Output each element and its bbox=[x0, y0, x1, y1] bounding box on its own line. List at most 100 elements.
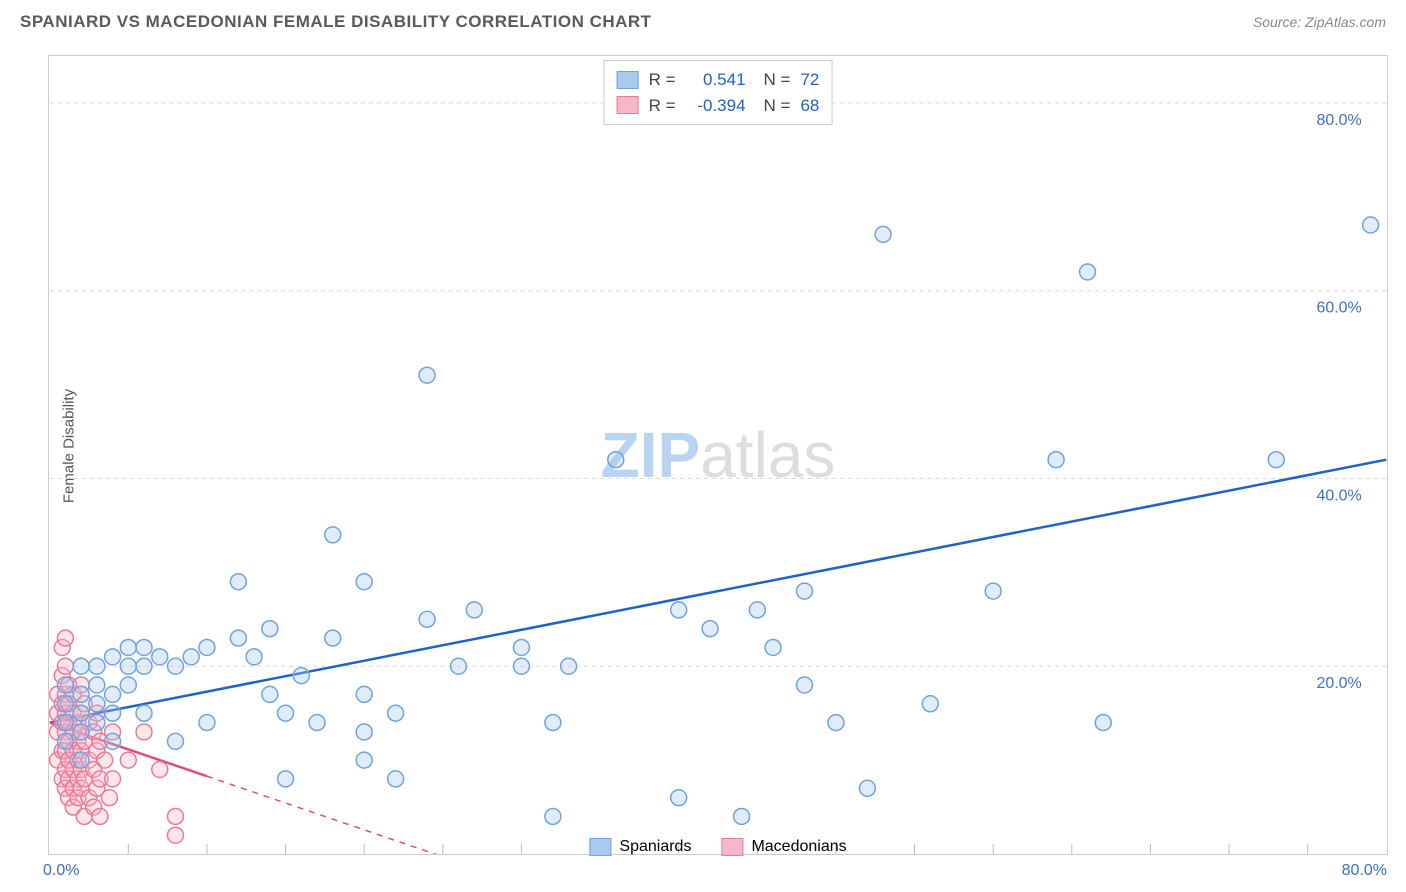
data-point bbox=[57, 696, 73, 712]
data-point bbox=[167, 658, 183, 674]
data-point bbox=[120, 658, 136, 674]
data-point bbox=[230, 630, 246, 646]
stats-row: R = -0.394 N = 68 bbox=[617, 93, 820, 119]
trend-line bbox=[50, 460, 1387, 723]
data-point bbox=[167, 808, 183, 824]
data-point bbox=[797, 677, 813, 693]
chart-header: SPANIARD VS MACEDONIAN FEMALE DISABILITY… bbox=[0, 0, 1406, 40]
data-point bbox=[1080, 264, 1096, 280]
data-point bbox=[89, 658, 105, 674]
data-point bbox=[199, 715, 215, 731]
data-point bbox=[57, 677, 73, 693]
legend-swatch bbox=[617, 71, 639, 89]
data-point bbox=[466, 602, 482, 618]
data-point bbox=[92, 808, 108, 824]
data-point bbox=[136, 639, 152, 655]
data-point bbox=[734, 808, 750, 824]
data-point bbox=[97, 752, 113, 768]
legend-swatch bbox=[721, 838, 743, 856]
data-point bbox=[278, 705, 294, 721]
r-value: -0.394 bbox=[686, 93, 746, 119]
x-min-label: 0.0% bbox=[43, 862, 79, 880]
r-label: R = bbox=[649, 67, 676, 93]
data-point bbox=[1048, 452, 1064, 468]
data-point bbox=[167, 827, 183, 843]
legend-label: Macedonians bbox=[751, 838, 846, 856]
data-point bbox=[89, 677, 105, 693]
data-point bbox=[356, 752, 372, 768]
data-point bbox=[451, 658, 467, 674]
data-point bbox=[388, 771, 404, 787]
n-value: 72 bbox=[800, 67, 819, 93]
data-point bbox=[105, 705, 121, 721]
data-point bbox=[73, 705, 89, 721]
y-tick-label: 80.0% bbox=[1316, 112, 1361, 129]
data-point bbox=[199, 639, 215, 655]
y-tick-label: 60.0% bbox=[1316, 300, 1361, 317]
data-point bbox=[702, 621, 718, 637]
legend-item: Spaniards bbox=[589, 838, 691, 856]
data-point bbox=[262, 621, 278, 637]
data-point bbox=[1363, 217, 1379, 233]
data-point bbox=[105, 733, 121, 749]
data-point bbox=[419, 611, 435, 627]
data-point bbox=[152, 649, 168, 665]
data-point bbox=[136, 724, 152, 740]
data-point bbox=[309, 715, 325, 731]
data-point bbox=[183, 649, 199, 665]
r-label: R = bbox=[649, 93, 676, 119]
data-point bbox=[101, 790, 117, 806]
scatter-plot: 20.0% 40.0% 60.0% 80.0% bbox=[49, 56, 1387, 854]
n-label: N = bbox=[764, 67, 791, 93]
data-point bbox=[922, 696, 938, 712]
data-point bbox=[985, 583, 1001, 599]
stats-row: R = 0.541 N = 72 bbox=[617, 67, 820, 93]
data-point bbox=[356, 574, 372, 590]
legend-swatch bbox=[589, 838, 611, 856]
data-point bbox=[356, 724, 372, 740]
source-attribution: Source: ZipAtlas.com bbox=[1253, 14, 1386, 30]
data-point bbox=[105, 649, 121, 665]
data-point bbox=[89, 696, 105, 712]
data-point bbox=[1095, 715, 1111, 731]
chart-area: ZIPatlas 20.0%40.0%60.0%80.0% R = 0.541 … bbox=[48, 55, 1388, 855]
data-point bbox=[545, 715, 561, 731]
trend-line-extrapolated bbox=[207, 776, 490, 854]
data-point bbox=[57, 733, 73, 749]
data-point bbox=[608, 452, 624, 468]
series-legend: Spaniards Macedonians bbox=[589, 838, 846, 856]
data-point bbox=[545, 808, 561, 824]
data-point bbox=[262, 686, 278, 702]
data-point bbox=[167, 733, 183, 749]
y-tick-label: 40.0% bbox=[1316, 487, 1361, 504]
data-point bbox=[671, 790, 687, 806]
legend-swatch bbox=[617, 96, 639, 114]
data-point bbox=[561, 658, 577, 674]
data-point bbox=[797, 583, 813, 599]
data-point bbox=[325, 630, 341, 646]
chart-title: SPANIARD VS MACEDONIAN FEMALE DISABILITY… bbox=[20, 12, 652, 32]
data-point bbox=[325, 527, 341, 543]
n-label: N = bbox=[764, 93, 791, 119]
correlation-legend: R = 0.541 N = 72 R = -0.394 N = 68 bbox=[604, 60, 833, 125]
data-point bbox=[749, 602, 765, 618]
y-tick-label: 20.0% bbox=[1316, 675, 1361, 692]
data-point bbox=[1268, 452, 1284, 468]
r-value: 0.541 bbox=[686, 67, 746, 93]
x-max-label: 80.0% bbox=[1342, 862, 1387, 880]
data-point bbox=[73, 724, 89, 740]
data-point bbox=[73, 752, 89, 768]
data-point bbox=[278, 771, 294, 787]
data-point bbox=[120, 677, 136, 693]
data-point bbox=[388, 705, 404, 721]
data-point bbox=[57, 715, 73, 731]
data-point bbox=[419, 367, 435, 383]
data-point bbox=[513, 639, 529, 655]
data-point bbox=[57, 658, 73, 674]
data-point bbox=[105, 771, 121, 787]
data-point bbox=[105, 686, 121, 702]
data-point bbox=[230, 574, 246, 590]
data-point bbox=[136, 658, 152, 674]
legend-label: Spaniards bbox=[619, 838, 691, 856]
data-point bbox=[73, 658, 89, 674]
